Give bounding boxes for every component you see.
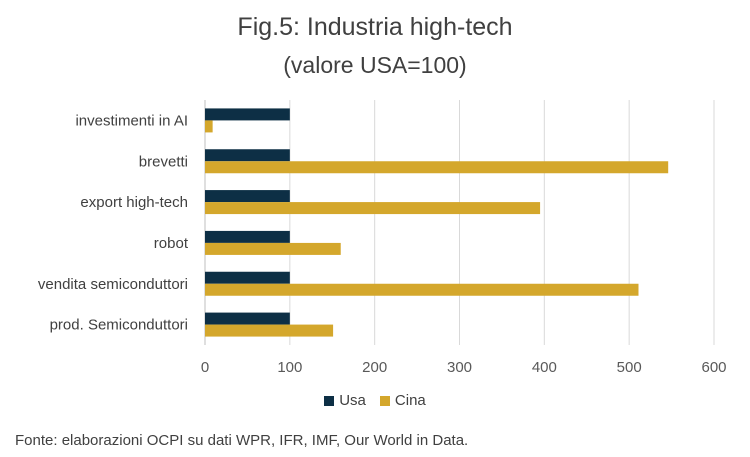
category-label: vendita semiconduttori [38,276,188,293]
x-tick-label: 500 [617,359,642,376]
category-label: brevetti [139,153,188,170]
bar-usa [205,108,290,121]
bar-chart: 0 100 200 300 400 500 600 investimenti in AI bre… [38,100,727,376]
bar-cina [205,202,541,215]
legend-swatch-cina [379,395,390,406]
bar-cina [205,120,213,133]
category-label: robot [154,235,189,252]
legend-item-cina: Cina [379,392,426,409]
bar-usa [205,149,290,162]
legend: Usa Cina [0,392,750,409]
x-tick-label: 100 [277,359,302,376]
legend-item-usa: Usa [324,392,366,409]
bar-usa [205,312,290,325]
bar-cina [205,242,341,255]
x-tick-label: 600 [701,359,726,376]
legend-label-usa: Usa [339,392,366,409]
bar-usa [205,271,290,284]
legend-swatch-usa [324,395,335,406]
chart-subtitle: (valore USA=100) [283,52,467,78]
bar-cina [205,161,669,174]
category-label: prod. Semiconduttori [50,317,188,334]
x-tick-label: 0 [201,359,209,376]
source-note: Fonte: elaborazioni OCPI su dati WPR, IF… [15,432,469,449]
x-tick-label: 300 [447,359,472,376]
category-label: investimenti in AI [75,112,188,129]
bar-usa [205,190,290,203]
x-tick-label: 200 [362,359,387,376]
chart-title: Fig.5: Industria high-tech [237,13,513,41]
bar-cina [205,283,639,296]
category-label: export high-tech [80,194,188,211]
x-tick-label: 400 [532,359,557,376]
bar-cina [205,324,334,337]
legend-label-cina: Cina [394,392,426,409]
bar-usa [205,230,290,243]
